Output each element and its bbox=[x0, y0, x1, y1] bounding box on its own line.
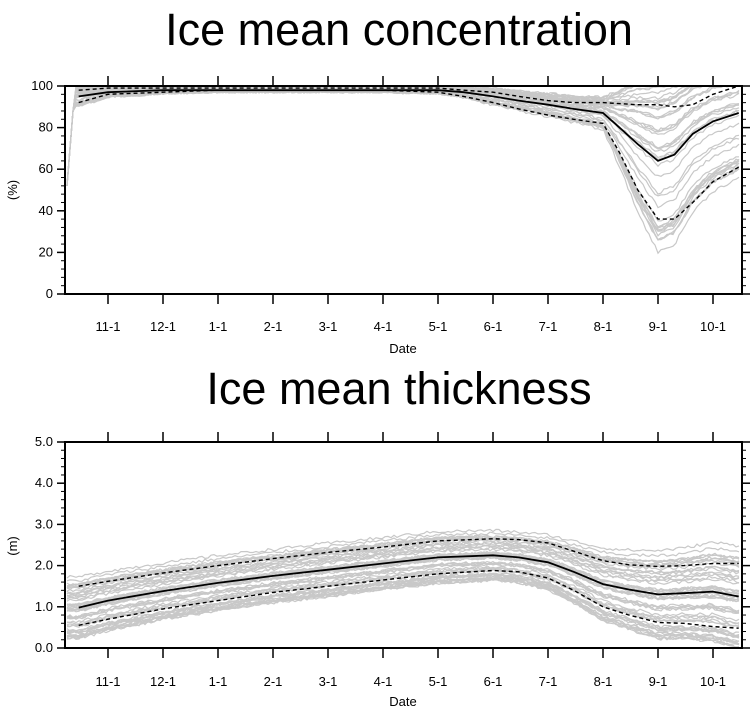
concentration-title: Ice mean concentration bbox=[165, 4, 633, 55]
x-tick-label: 9-1 bbox=[649, 319, 668, 334]
x-tick-label: 5-1 bbox=[429, 674, 448, 689]
ensemble-member-line bbox=[66, 89, 740, 255]
x-tick-label: 12-1 bbox=[150, 319, 176, 334]
x-tick-label: 3-1 bbox=[319, 319, 338, 334]
x-tick-label: 6-1 bbox=[484, 674, 503, 689]
ensemble-member-line bbox=[66, 547, 740, 602]
ensemble-member-line bbox=[66, 560, 740, 619]
ensemble-member-line bbox=[66, 544, 740, 598]
thickness-y-axis: 0.0 1.0 2.0 3.0 4.0 5.0 bbox=[35, 434, 750, 655]
ensemble-member-line bbox=[66, 536, 740, 589]
ensemble-member-line bbox=[66, 550, 740, 606]
x-tick-label: 11-1 bbox=[95, 319, 120, 334]
x-tick-label: 10-1 bbox=[700, 319, 726, 334]
ensemble-member-line bbox=[66, 534, 740, 587]
y-tick-label: 3.0 bbox=[35, 516, 53, 531]
spread-line bbox=[78, 89, 740, 220]
x-tick-label: 4-1 bbox=[374, 319, 393, 334]
spread-line bbox=[78, 569, 739, 629]
y-tick-label: 80 bbox=[39, 120, 53, 135]
ensemble-member-line bbox=[66, 531, 740, 582]
ensemble-member-line bbox=[66, 575, 740, 643]
x-tick-label: 10-1 bbox=[700, 674, 726, 689]
x-tick-label: 5-1 bbox=[429, 319, 448, 334]
x-tick-label: 7-1 bbox=[539, 674, 558, 689]
ensemble-member-line bbox=[66, 560, 740, 619]
y-tick-label: 4.0 bbox=[35, 475, 53, 490]
mean-line bbox=[78, 89, 739, 162]
y-tick-label: 20 bbox=[39, 244, 53, 259]
spread-line bbox=[78, 538, 739, 587]
concentration-panel: Ice mean concentration 0 20 40 60 80 100 11-1… bbox=[5, 4, 750, 356]
ensemble-member-line bbox=[66, 89, 740, 228]
ensemble-member-line bbox=[66, 573, 740, 638]
concentration-series bbox=[78, 85, 740, 220]
thickness-y-axis-title: (m) bbox=[5, 536, 20, 556]
ensemble-member-line bbox=[66, 543, 740, 598]
x-tick-label: 7-1 bbox=[539, 319, 558, 334]
y-tick-label: 0 bbox=[46, 286, 53, 301]
ensemble-member-line bbox=[66, 540, 740, 595]
spread-line bbox=[78, 85, 739, 108]
x-tick-label: 6-1 bbox=[484, 319, 503, 334]
x-tick-label: 11-1 bbox=[95, 674, 120, 689]
y-tick-label: 60 bbox=[39, 161, 53, 176]
x-tick-label: 1-1 bbox=[209, 674, 228, 689]
y-tick-label: 0.0 bbox=[35, 640, 53, 655]
concentration-x-axis: 11-1 12-1 1-1 2-1 3-1 4-1 5-1 6-1 7-1 8-1 9-1 10-1 bbox=[95, 76, 726, 334]
ensemble-member-line bbox=[66, 565, 740, 624]
ensemble-member-line bbox=[66, 89, 740, 222]
y-tick-label: 2.0 bbox=[35, 558, 53, 573]
thickness-plot-frame bbox=[64, 441, 743, 649]
ensemble-member-line bbox=[67, 562, 740, 620]
thickness-title: Ice mean thickness bbox=[206, 363, 591, 414]
ensemble-member-line bbox=[66, 528, 740, 579]
concentration-plot-frame bbox=[64, 85, 743, 295]
y-tick-label: 100 bbox=[31, 78, 53, 93]
concentration-y-axis-title: (%) bbox=[5, 180, 20, 200]
x-tick-label: 12-1 bbox=[150, 674, 176, 689]
ensemble-member-line bbox=[66, 89, 740, 229]
concentration-y-axis: 0 20 40 60 80 100 bbox=[31, 78, 750, 301]
thickness-x-axis-title: Date bbox=[389, 694, 416, 709]
y-tick-label: 5.0 bbox=[35, 434, 53, 449]
thickness-series bbox=[78, 538, 739, 629]
y-tick-label: 40 bbox=[39, 203, 53, 218]
thickness-panel: Ice mean thickness 0.0 1.0 2.0 3.0 4.0 5.0 11… bbox=[5, 363, 750, 709]
concentration-ensemble bbox=[66, 85, 740, 255]
x-tick-label: 2-1 bbox=[264, 319, 283, 334]
ensemble-member-line bbox=[66, 89, 740, 229]
x-tick-label: 1-1 bbox=[209, 319, 228, 334]
x-tick-label: 8-1 bbox=[594, 319, 613, 334]
x-tick-label: 4-1 bbox=[374, 674, 393, 689]
thickness-x-axis: 11-1 12-1 1-1 2-1 3-1 4-1 5-1 6-1 7-1 8-1 9-1 10-1 bbox=[95, 432, 726, 689]
y-tick-label: 1.0 bbox=[35, 599, 53, 614]
ensemble-member-line bbox=[66, 578, 740, 646]
ensemble-member-line bbox=[66, 555, 740, 612]
ensemble-member-line bbox=[66, 567, 740, 626]
mean-line bbox=[78, 554, 739, 609]
concentration-x-axis-title: Date bbox=[389, 341, 416, 356]
thickness-ensemble bbox=[66, 528, 740, 649]
x-tick-label: 9-1 bbox=[649, 674, 668, 689]
x-tick-label: 3-1 bbox=[319, 674, 338, 689]
x-tick-label: 8-1 bbox=[594, 674, 613, 689]
x-tick-label: 2-1 bbox=[264, 674, 283, 689]
